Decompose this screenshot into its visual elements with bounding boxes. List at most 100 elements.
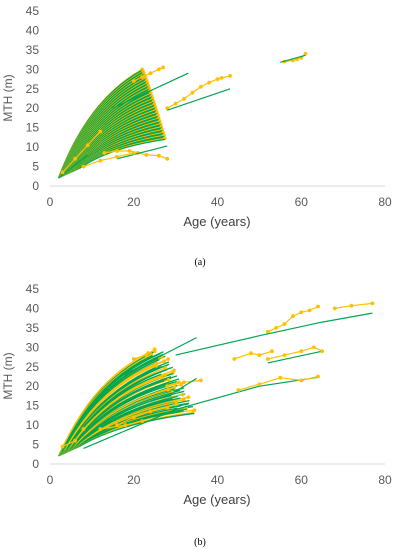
data-point (257, 353, 262, 357)
y-tick-label: 0 (32, 457, 39, 471)
observed-series-b-8 (165, 378, 203, 389)
data-point (198, 84, 203, 89)
data-point (236, 388, 241, 392)
data-point (332, 306, 337, 311)
observed-series-b-0 (265, 304, 320, 334)
x-tick-label: 20 (127, 195, 141, 209)
fitted-series-b-13 (116, 337, 197, 379)
observed-series-b-7 (232, 349, 274, 361)
observed-line (83, 152, 134, 168)
fitted-line (58, 154, 89, 179)
data-point (316, 374, 320, 379)
y-tick-label: 35 (26, 321, 40, 335)
curve-line (60, 357, 152, 456)
data-point (291, 314, 295, 319)
data-point (144, 153, 149, 157)
data-point (274, 326, 278, 330)
observed-line (234, 350, 273, 360)
fitted-series-a-7 (58, 154, 89, 179)
data-point (278, 375, 283, 380)
curve-point (186, 395, 191, 399)
x-tick-labels-a: 0 20 40 60 80 (47, 195, 392, 209)
fitted-series-a-1 (280, 54, 306, 63)
fitted-series-a-3 (167, 88, 231, 111)
y-tick-label: 15 (26, 121, 40, 135)
y-axis-title-b: MTH (m) (1, 352, 15, 399)
observed-series-a-8 (131, 65, 166, 83)
data-point (219, 76, 224, 80)
observed-line (116, 407, 168, 426)
data-point (152, 347, 157, 352)
data-point (207, 80, 212, 85)
y-tick-label: 0 (32, 179, 39, 193)
curve-point (179, 382, 184, 387)
x-tick-labels-b: 0 20 40 60 80 (47, 473, 392, 487)
curve-point (180, 392, 185, 397)
observed-series-b-6 (265, 345, 325, 361)
y-tick-label: 40 (26, 301, 40, 315)
data-point (73, 156, 77, 161)
data-point (190, 90, 195, 95)
y-tick-label: 20 (26, 379, 40, 393)
curve-point (172, 385, 177, 389)
fitted-line (167, 88, 231, 111)
data-point (349, 303, 354, 308)
data-point (131, 415, 136, 420)
data-point (148, 71, 153, 76)
curve-line (58, 352, 149, 457)
data-point (198, 378, 203, 383)
data-point (257, 382, 262, 387)
data-point (81, 164, 86, 169)
data-point (115, 149, 119, 153)
fitted-line (116, 337, 197, 379)
data-point (228, 74, 233, 78)
data-point (85, 143, 90, 148)
data-point (98, 129, 103, 134)
data-point (131, 151, 136, 155)
y-tick-label: 25 (26, 82, 40, 96)
y-tick-labels-b: 0 5 10 15 20 25 30 35 40 45 (26, 282, 40, 471)
data-point (299, 310, 304, 315)
curve-bundle-a (57, 67, 167, 179)
x-axis-title-a: Age (years) (183, 214, 250, 229)
data-point (282, 322, 287, 326)
x-axis-title-b: Age (years) (183, 492, 250, 507)
y-tick-label: 25 (26, 360, 40, 374)
y-tick-label: 20 (26, 101, 40, 115)
x-tick-label: 0 (47, 473, 54, 487)
curve-point (159, 375, 164, 380)
data-point (165, 106, 170, 111)
data-point (307, 308, 312, 313)
curve-point (163, 366, 168, 370)
x-tick-label: 40 (211, 473, 225, 487)
y-tick-label: 45 (26, 4, 40, 18)
curve-point (166, 357, 170, 361)
curve-line (78, 412, 195, 448)
data-point (161, 65, 166, 70)
data-point (299, 349, 304, 354)
curve-point (166, 378, 171, 382)
x-tick-label: 20 (127, 473, 141, 487)
curve-point (181, 397, 186, 402)
y-tick-label: 40 (26, 23, 40, 37)
observed-series-b-12 (131, 347, 157, 361)
fitted-series-b-2 (175, 312, 373, 356)
curve-bundle-b (57, 349, 197, 457)
plot-area-b (57, 301, 375, 457)
observed-line (334, 302, 373, 309)
fitted-line (116, 145, 168, 160)
curve-line (71, 389, 169, 451)
data-point (127, 149, 132, 153)
data-point (316, 304, 320, 309)
fitted-series-a-5 (116, 145, 168, 160)
x-tick-label: 80 (378, 195, 392, 209)
observed-series-b-11 (98, 419, 145, 431)
data-point (60, 170, 65, 175)
y-tick-label: 10 (26, 140, 40, 154)
data-point (157, 153, 161, 158)
fitted-line (112, 72, 189, 109)
fitted-series-b-9 (171, 377, 197, 395)
data-point (131, 79, 136, 83)
curve-point (162, 359, 166, 364)
data-point (165, 156, 170, 161)
